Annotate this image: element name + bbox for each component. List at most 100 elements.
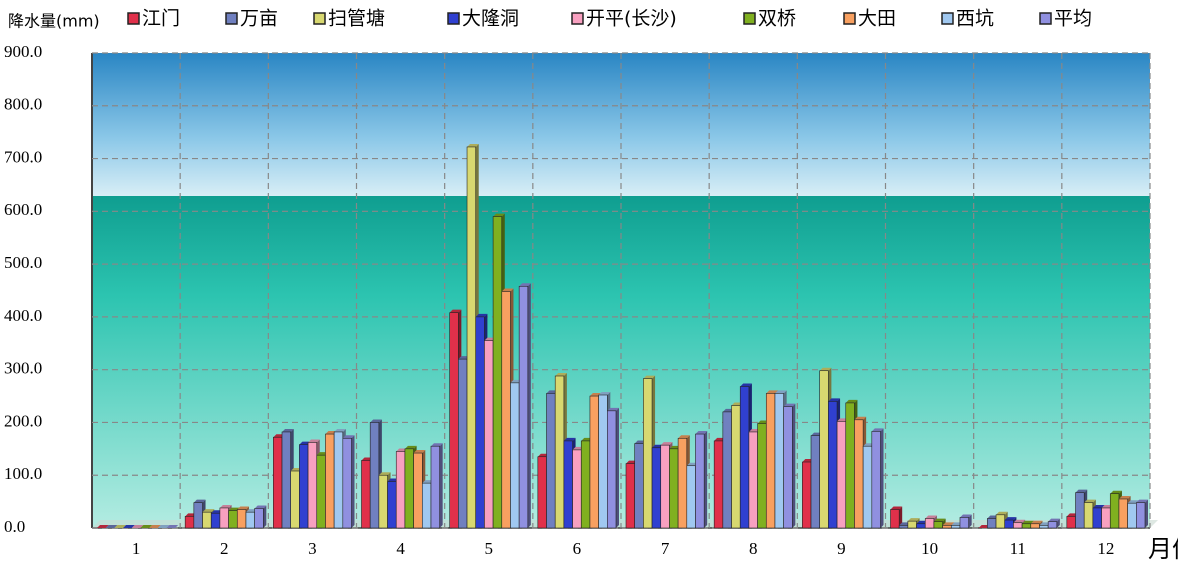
bar [933, 521, 943, 529]
bar-top [959, 514, 972, 518]
bar-top [607, 407, 619, 411]
bar-top [157, 525, 170, 528]
bar [722, 411, 732, 529]
bar-top [475, 313, 488, 317]
legend-label: 大隆洞 [462, 8, 519, 30]
y-tick-label: 700.0 [4, 147, 42, 166]
bar [819, 370, 829, 529]
bar-top [519, 283, 531, 287]
bar-top [334, 428, 346, 432]
bar-side [439, 443, 443, 528]
y-tick-label: 400.0 [4, 306, 42, 325]
bar-top [1092, 504, 1105, 508]
bar [713, 440, 724, 529]
bar [890, 509, 900, 529]
bar [765, 393, 776, 529]
bar-top [149, 525, 161, 528]
bar-top [819, 367, 832, 371]
bar-side [792, 403, 796, 528]
legend-swatch [127, 12, 140, 25]
x-tick-label: 8 [749, 539, 758, 558]
bar [774, 393, 784, 529]
y-tick-label: 200.0 [4, 411, 42, 430]
bar [254, 508, 264, 529]
bar-side [880, 428, 884, 528]
bar [854, 419, 864, 529]
bar-top [342, 435, 355, 439]
bar [660, 444, 670, 529]
bar [987, 518, 997, 529]
bar [228, 510, 238, 529]
bar [387, 481, 397, 529]
bar [695, 433, 705, 529]
bar [677, 437, 688, 529]
x-tick-label: 2 [220, 539, 229, 558]
bar [546, 393, 556, 529]
bar [898, 525, 909, 529]
bar-side [899, 506, 903, 528]
bar [643, 378, 653, 529]
bar-top [105, 525, 118, 528]
bar [1004, 519, 1014, 529]
bar-top [1110, 490, 1122, 494]
bar-top [282, 428, 294, 432]
bar-side [1145, 499, 1148, 528]
bar [1039, 525, 1049, 529]
legend-label: 大田 [858, 8, 896, 30]
bar-top [766, 390, 778, 394]
bar [572, 449, 582, 529]
legend-swatch [447, 12, 460, 25]
bar-top [1136, 499, 1148, 503]
bar [236, 509, 247, 529]
bar [580, 440, 591, 529]
bar [219, 507, 229, 529]
legend-label: 平均 [1054, 8, 1092, 30]
bar-top [140, 525, 153, 528]
bar [281, 431, 292, 529]
bar-top [1048, 518, 1060, 522]
bar [1127, 502, 1137, 529]
bar-top [907, 518, 920, 522]
bar [342, 437, 352, 529]
bar [299, 444, 309, 529]
y-tick-label: 900.0 [4, 42, 42, 61]
legend-swatch [1039, 12, 1052, 25]
bar [518, 285, 529, 529]
bar [307, 442, 318, 529]
bar [916, 523, 926, 529]
bars [97, 143, 1148, 529]
bar [810, 435, 821, 529]
bar [325, 433, 335, 529]
bar [802, 461, 812, 529]
x-tick-label: 10 [921, 539, 938, 558]
bar [942, 525, 952, 529]
bar [862, 445, 873, 529]
y-axis-label: 降水量(mm) [8, 12, 100, 31]
bar-top [695, 431, 708, 435]
bar-side [704, 431, 708, 528]
bar [686, 465, 696, 529]
bar-top [1022, 520, 1034, 524]
bar [554, 375, 565, 529]
legend-label: 扫管塘 [328, 8, 385, 30]
bar-top [563, 437, 576, 441]
bar-top [501, 288, 514, 292]
bar-top [493, 213, 505, 217]
y-tick-label: 600.0 [4, 200, 42, 219]
bar-top [871, 428, 884, 432]
bar [924, 518, 935, 529]
bar-top [996, 511, 1008, 515]
x-tick-label: 1 [132, 539, 141, 558]
bar [1047, 521, 1058, 529]
legend-swatch [843, 12, 856, 25]
bar [1083, 502, 1094, 529]
bar [1013, 522, 1023, 529]
bar [361, 460, 371, 529]
background-sea [92, 196, 1150, 528]
bar-side [616, 407, 619, 528]
bar-top [740, 383, 752, 387]
bar [625, 463, 635, 529]
bar [458, 358, 468, 529]
